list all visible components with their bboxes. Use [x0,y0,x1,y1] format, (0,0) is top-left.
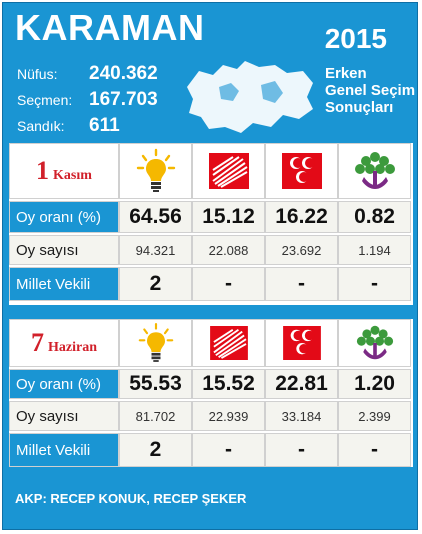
stat-value: 167.703 [89,89,158,110]
province-map-icon [187,61,313,133]
stat-population: Nüfus: 240.362 [17,63,158,89]
province-title: KARAMAN [15,7,205,48]
chp-six-arrows-icon [209,326,248,360]
vote-share-label: Oy oranı (%) [9,369,119,399]
akp-lightbulb-icon [138,323,173,362]
elected-mps-footer: AKP: RECEP KONUK, RECEP ŞEKER [15,491,247,506]
vote-count-label: Oy sayısı [9,235,119,265]
vote-count-hdp: 2.399 [338,401,411,431]
stat-label: Nüfus: [17,66,58,82]
mhp-logo-cell [265,319,338,367]
vote-share-chp: 15.12 [192,201,265,233]
subtitle-line: Sonuçları [325,99,394,116]
hdp-logo-cell [338,319,411,367]
mhp-three-crescents-icon [281,153,322,189]
mps-row: Millet Vekili 2 - - - [9,433,413,467]
results-panel-november: 1 Kasım [9,143,413,305]
stat-label: Sandık: [17,118,65,134]
vote-count-akp: 94.321 [119,235,192,265]
mps-row: Millet Vekili 2 - - - [9,267,413,301]
mps-mhp: - [265,433,338,467]
mps-label: Millet Vekili [9,433,119,467]
date-day: 1 [36,156,50,185]
vote-share-akp: 55.53 [119,369,192,399]
vote-count-chp: 22.939 [192,401,265,431]
vote-count-hdp: 1.194 [338,235,411,265]
vote-count-row: Oy sayısı 94.321 22.088 23.692 1.194 [9,235,413,265]
chp-six-arrows-icon [208,153,249,189]
vote-share-akp: 64.56 [119,201,192,233]
vote-share-mhp: 22.81 [265,369,338,399]
stat-label: Seçmen: [17,92,73,108]
vote-share-hdp: 0.82 [338,201,411,233]
akp-logo-cell [119,319,192,367]
mps-label: Millet Vekili [9,267,119,301]
vote-count-row: Oy sayısı 81.702 22.939 33.184 2.399 [9,401,413,431]
mps-mhp: - [265,267,338,301]
hdp-logo-cell [338,143,411,199]
stat-voters: Seçmen: 167.703 [17,89,158,115]
chp-logo-cell [192,319,265,367]
chp-logo-cell [192,143,265,199]
mps-chp: - [192,433,265,467]
mps-akp: 2 [119,267,192,301]
vote-share-row: Oy oranı (%) 64.56 15.12 16.22 0.82 [9,201,413,233]
subtitle-line: Genel Seçim [325,82,416,99]
vote-share-row: Oy oranı (%) 55.53 15.52 22.81 1.20 [9,369,413,399]
stat-value: 611 [89,115,120,136]
hdp-tree-icon [356,325,393,360]
results-panel-june: 7 Haziran [9,319,413,467]
stat-ballot-boxes: Sandık: 611 [17,115,158,141]
party-logo-row: 7 Haziran [9,319,413,367]
date-month: Kasım [53,168,92,183]
election-subtitle: Erken Genel Seçim Sonuçları [325,65,415,116]
vote-count-mhp: 33.184 [265,401,338,431]
election-results-card: KARAMAN 2015 Nüfus: 240.362 Seçmen: 167.… [2,2,418,530]
election-date: 7 Haziran [9,319,119,367]
date-day: 7 [31,328,44,357]
mps-akp: 2 [119,433,192,467]
mhp-logo-cell [265,143,338,199]
stat-value: 240.362 [89,63,158,84]
vote-count-chp: 22.088 [192,235,265,265]
vote-count-label: Oy sayısı [9,401,119,431]
vote-share-label: Oy oranı (%) [9,201,119,233]
election-date: 1 Kasım [9,143,119,199]
akp-logo-cell [119,143,192,199]
vote-share-mhp: 16.22 [265,201,338,233]
vote-count-mhp: 23.692 [265,235,338,265]
mps-hdp: - [338,267,411,301]
akp-lightbulb-icon [136,148,175,192]
mhp-three-crescents-icon [282,326,321,360]
vote-count-akp: 81.702 [119,401,192,431]
mps-chp: - [192,267,265,301]
date-month: Haziran [48,340,97,355]
vote-share-hdp: 1.20 [338,369,411,399]
hdp-tree-icon [354,152,395,189]
election-year: 2015 [324,23,387,54]
subtitle-line: Erken [325,65,367,82]
party-logo-row: 1 Kasım [9,143,413,199]
province-stats: Nüfus: 240.362 Seçmen: 167.703 Sandık: 6… [17,63,158,141]
vote-share-chp: 15.52 [192,369,265,399]
mps-hdp: - [338,433,411,467]
